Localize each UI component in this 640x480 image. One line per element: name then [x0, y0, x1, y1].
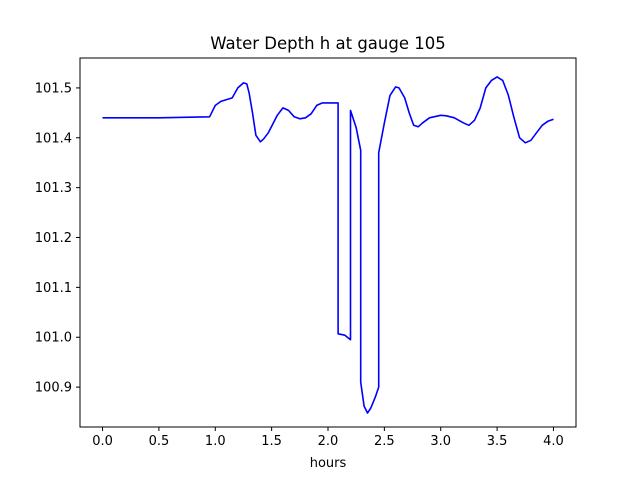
y-axis: 100.9 101.0 101.1 101.2 101.3 101.4 101.5	[35, 81, 80, 396]
x-axis: 0.0 0.5 1.0 1.5 2.0 2.5 3.0 3.5 4.0	[92, 427, 564, 449]
y-tick-label: 101.1	[35, 281, 72, 296]
x-axis-label: hours	[310, 456, 347, 471]
y-tick-label: 100.9	[35, 381, 72, 396]
y-tick-label: 101.3	[35, 181, 72, 196]
x-tick-label: 2.0	[318, 434, 339, 449]
x-tick-label: 3.0	[430, 434, 451, 449]
y-tick-label: 101.5	[35, 81, 72, 96]
series-line	[102, 76, 554, 414]
x-tick-label: 1.5	[261, 434, 282, 449]
plot-frame	[79, 57, 577, 428]
x-tick-label: 2.5	[374, 434, 395, 449]
x-tick-label: 1.0	[205, 434, 226, 449]
x-tick-label: 4.0	[543, 434, 564, 449]
y-tick-label: 101.4	[35, 131, 72, 146]
plot-area	[79, 57, 577, 428]
y-tick-label: 101.0	[35, 331, 72, 346]
chart-title: Water Depth h at gauge 105	[210, 34, 445, 53]
x-tick-label: 3.5	[487, 434, 508, 449]
x-tick-label: 0.0	[92, 434, 113, 449]
series-layer	[102, 76, 554, 414]
y-tick-label: 101.2	[35, 231, 72, 246]
x-tick-label: 0.5	[149, 434, 170, 449]
